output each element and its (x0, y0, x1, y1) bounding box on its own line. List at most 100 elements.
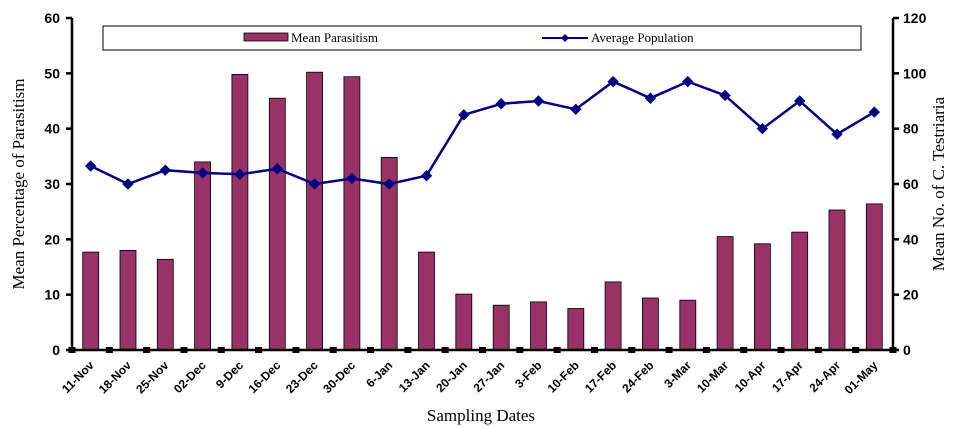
x-tick-label: 10-Feb (545, 358, 582, 395)
population-point-20-Jan (458, 109, 470, 121)
population-point-02-Dec (196, 167, 209, 179)
population-point-6-Jan (383, 178, 395, 190)
x-tick-label: 17-Feb (582, 358, 619, 395)
bar-20-Jan (455, 293, 473, 351)
population-point-27-Jan (495, 98, 507, 110)
population-point-23-Dec (308, 178, 321, 190)
x-tick-mark (740, 347, 748, 353)
bar-25-Nov (156, 258, 174, 351)
bar-16-Dec (268, 97, 286, 351)
x-tick-label: 02-Dec (171, 358, 209, 396)
bar-10-Feb (567, 308, 585, 351)
x-tick-label: 9-Dec (213, 358, 246, 391)
bars-layer (82, 71, 883, 351)
population-point-25-Nov (159, 164, 172, 176)
legend-line-marker (561, 34, 569, 42)
y-right-tick-label: 100 (903, 65, 927, 81)
y-right-tick-label: 0 (903, 342, 911, 358)
x-tick-mark (441, 347, 449, 353)
population-point-13-Jan (420, 169, 433, 182)
population-point-10-Mar (719, 89, 731, 102)
bar-24-Feb (642, 297, 659, 351)
x-tick-label: 27-Jan (470, 358, 507, 395)
bar-27-Jan (492, 304, 510, 351)
bar-3-Mar (679, 299, 697, 351)
population-point-10-Apr (756, 122, 769, 135)
x-tick-mark (889, 347, 897, 353)
x-tick-label: 10-Apr (732, 358, 769, 395)
x-tick-label: 18-Nov (96, 358, 134, 396)
x-tick-mark (217, 347, 225, 353)
x-tick-mark (255, 347, 263, 353)
y-right-tick-label: 20 (903, 287, 919, 303)
average-population-line (90, 80, 875, 186)
x-tick-label: 30-Dec (320, 358, 358, 396)
x-tick-mark (143, 347, 151, 353)
legend-box (102, 25, 862, 51)
y-left-tick-label: 10 (44, 287, 60, 303)
x-tick-mark (852, 347, 860, 353)
bar-24-Apr (828, 209, 846, 351)
x-tick-mark (68, 347, 76, 353)
population-point-17-Apr (793, 95, 806, 107)
bar-01-May (865, 203, 883, 351)
y-left-tick-label: 50 (44, 65, 60, 81)
population-point-24-Feb (644, 92, 657, 104)
y-right-tick-label: 40 (903, 231, 919, 247)
x-tick-label: 24-Feb (619, 358, 656, 395)
x-tick-mark (777, 347, 785, 353)
x-tick-label: 13-Jan (396, 358, 433, 395)
legend-line-label: Average Population (591, 30, 694, 45)
population-point-01-May (868, 106, 881, 118)
x-tick-mark (329, 347, 337, 353)
legend-bar-label: Mean Parasitism (291, 30, 378, 45)
y-left-tick-label: 60 (44, 10, 60, 26)
y-left-tick-label: 20 (44, 231, 60, 247)
x-tick-label: 6-Jan (363, 358, 395, 390)
x-tick-mark (665, 347, 673, 353)
population-point-3-Mar (682, 75, 694, 88)
bar-13-Jan (418, 251, 435, 351)
bar-17-Apr (791, 231, 809, 351)
x-tick-mark (292, 347, 300, 353)
x-tick-label: 25-Nov (133, 358, 171, 396)
x-tick-label: 24-Apr (806, 358, 843, 395)
y-right-tick-label: 120 (903, 10, 927, 26)
population-point-16-Dec (271, 163, 283, 175)
x-tick-label: 20-Jan (433, 358, 470, 395)
bar-23-Dec (306, 71, 324, 351)
bar-9-Dec (231, 74, 249, 351)
y-axis-right-title: Mean No. of C. Testriaria (929, 96, 948, 271)
bar-02-Dec (194, 161, 212, 351)
x-tick-mark (180, 347, 188, 353)
x-tick-label: 01-May (842, 358, 881, 397)
x-tick-mark (479, 347, 486, 353)
x-tick-label: 3-Feb (512, 358, 545, 391)
bar-3-Feb (530, 301, 547, 351)
population-point-17-Feb (607, 75, 619, 88)
y-left-tick-label: 40 (44, 121, 60, 137)
population-point-24-Apr (831, 128, 843, 140)
population-point-30-Dec (346, 172, 358, 185)
x-tick-label: 3-Mar (661, 358, 694, 391)
x-tick-mark (814, 347, 822, 353)
population-point-3-Feb (532, 95, 545, 107)
population-point-11-Nov (84, 160, 97, 172)
legend-bar-swatch (243, 32, 289, 42)
y-left-tick-label: 0 (52, 342, 60, 358)
x-tick-mark (590, 347, 598, 353)
population-point-18-Nov (122, 178, 134, 190)
y-axis-left-title: Mean Percentage of Parasitism (9, 78, 28, 289)
x-tick-mark (628, 347, 636, 353)
y-right-tick-label: 80 (903, 121, 919, 137)
y-left-tick-label: 30 (44, 176, 60, 192)
bar-11-Nov (82, 251, 100, 351)
x-tick-label: 17-Apr (769, 358, 806, 395)
bar-10-Apr (754, 243, 771, 351)
bar-18-Nov (119, 249, 137, 351)
x-tick-mark (404, 347, 412, 353)
x-axis-title: Sampling Dates (427, 406, 535, 425)
line-layer (84, 75, 881, 190)
x-tick-mark (105, 347, 113, 353)
